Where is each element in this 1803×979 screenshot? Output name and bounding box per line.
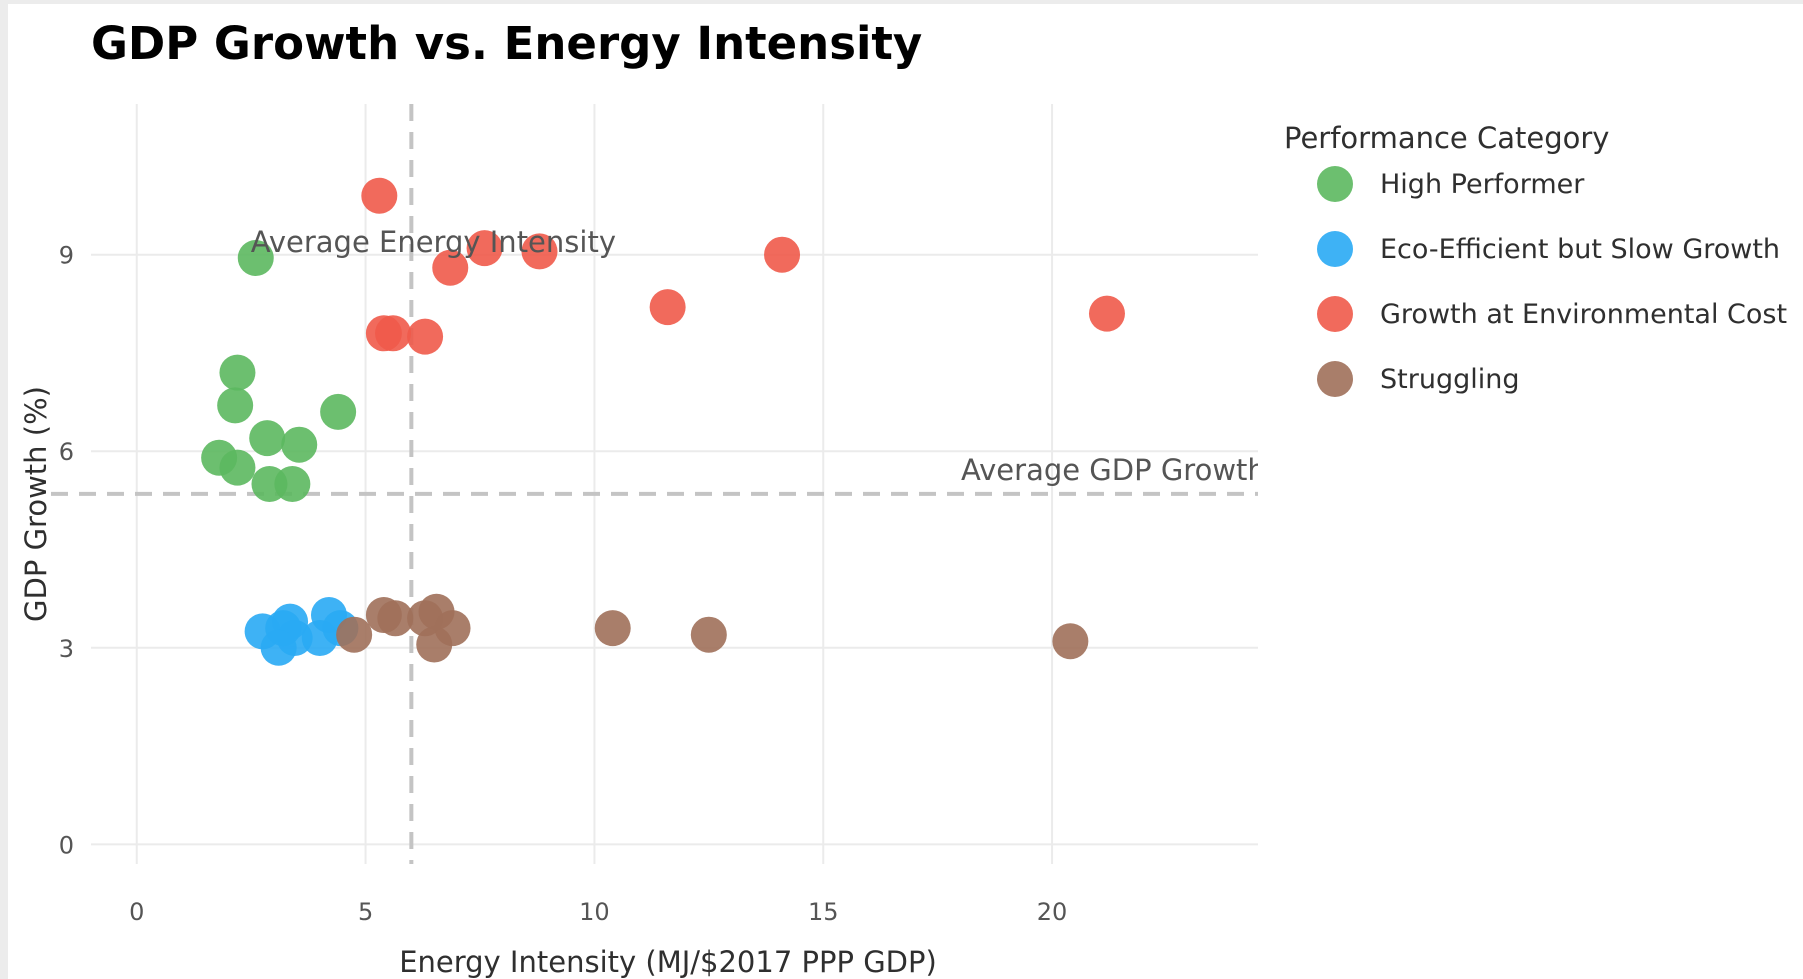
data-point[interactable] — [260, 629, 297, 666]
legend: Performance Category High Performer Eco-E… — [1284, 121, 1787, 397]
data-point[interactable] — [336, 616, 373, 653]
data-point[interactable] — [320, 393, 357, 430]
legend-marker — [1317, 296, 1353, 332]
x-tick-label: 10 — [579, 898, 610, 926]
legend-item[interactable]: High Performer — [1317, 166, 1585, 202]
data-point[interactable] — [594, 610, 631, 647]
chart-frame: GDP Growth vs. Energy Intensity Average … — [8, 4, 1803, 979]
legend-marker — [1317, 361, 1353, 397]
x-tick-label: 15 — [808, 898, 839, 926]
series-high-performer — [201, 239, 357, 502]
x-tick-label: 20 — [1037, 898, 1068, 926]
data-point[interactable] — [219, 354, 256, 391]
series-struggling — [336, 593, 1089, 663]
data-point[interactable] — [237, 239, 274, 276]
data-point[interactable] — [407, 318, 444, 355]
legend-label: Eco-Efficient but Slow Growth — [1380, 234, 1780, 265]
y-tick-label: 9 — [59, 242, 74, 270]
data-point[interactable] — [690, 616, 727, 653]
avg-energy-intensity-label: Average Energy Intensity — [251, 225, 616, 259]
legend-item[interactable]: Eco-Efficient but Slow Growth — [1317, 231, 1780, 267]
reference-lines — [51, 104, 1258, 864]
annotations: Average Energy Intensity Average GDP Grow… — [251, 225, 1266, 487]
data-point[interactable] — [1088, 295, 1125, 332]
legend-marker — [1317, 231, 1353, 267]
y-tick-label: 0 — [59, 831, 74, 859]
x-axis-title: Energy Intensity (MJ/$2017 PPP GDP) — [399, 945, 937, 979]
legend-item[interactable]: Struggling — [1317, 361, 1519, 397]
legend-label: Growth at Environmental Cost — [1380, 299, 1787, 330]
chart-svg: GDP Growth vs. Energy Intensity Average … — [19, 17, 1787, 979]
data-point[interactable] — [649, 289, 686, 326]
data-point[interactable] — [764, 236, 801, 273]
tick-labels: 0 5 10 15 20 0 3 6 9 — [59, 242, 1068, 926]
data-point[interactable] — [361, 177, 398, 214]
y-tick-label: 3 — [59, 635, 74, 663]
data-point[interactable] — [375, 315, 412, 352]
data-point[interactable] — [281, 426, 318, 463]
legend-item[interactable]: Growth at Environmental Cost — [1317, 296, 1787, 332]
data-point[interactable] — [466, 230, 503, 267]
data-point[interactable] — [416, 626, 453, 663]
data-point[interactable] — [521, 233, 558, 270]
data-points — [201, 177, 1125, 666]
x-tick-label: 5 — [358, 898, 373, 926]
data-point[interactable] — [219, 449, 256, 486]
data-point[interactable] — [432, 249, 469, 286]
y-tick-label: 6 — [59, 438, 74, 466]
data-point[interactable] — [217, 387, 254, 424]
legend-label: Struggling — [1380, 364, 1519, 395]
avg-gdp-growth-label: Average GDP Growth — [961, 453, 1266, 487]
series-growth-at-environmental-cost — [361, 177, 1125, 355]
legend-title: Performance Category — [1284, 121, 1609, 155]
data-point[interactable] — [301, 619, 338, 656]
y-axis-title: GDP Growth (%) — [19, 386, 53, 622]
data-point[interactable] — [377, 600, 414, 637]
legend-label: High Performer — [1380, 169, 1585, 200]
data-point[interactable] — [249, 420, 286, 457]
x-tick-label: 0 — [129, 898, 144, 926]
legend-marker — [1317, 166, 1353, 202]
data-point[interactable] — [1052, 623, 1089, 660]
chart-title: GDP Growth vs. Energy Intensity — [91, 17, 922, 70]
data-point[interactable] — [274, 466, 311, 502]
